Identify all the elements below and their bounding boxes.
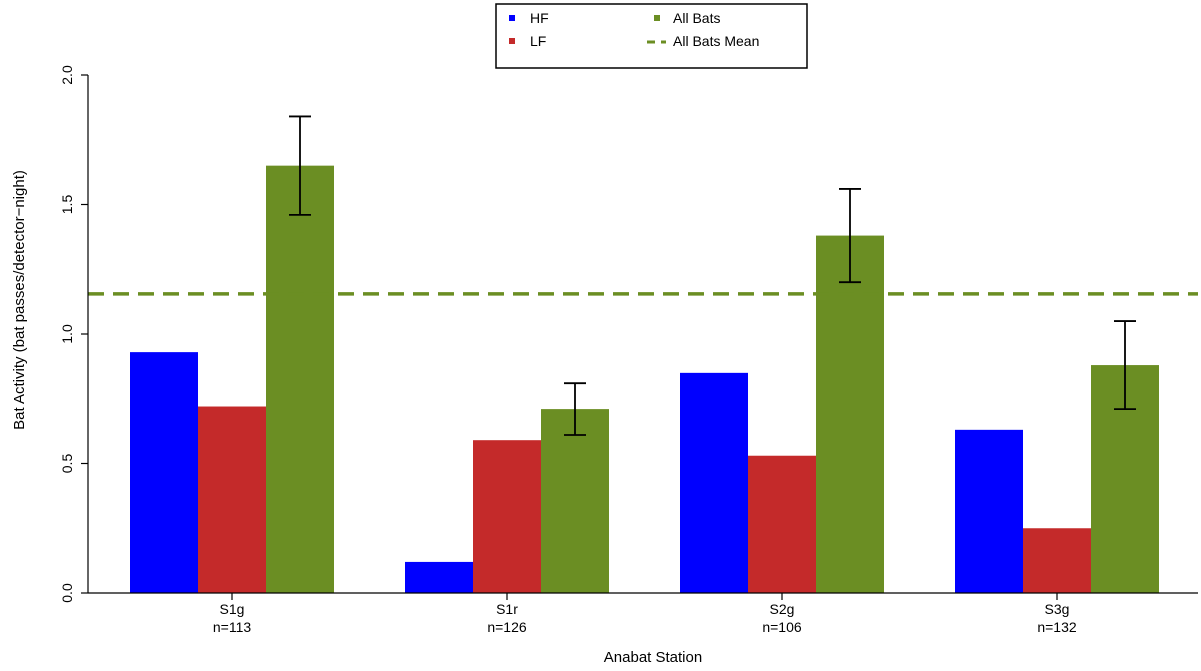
legend-hf-label: HF <box>530 10 549 26</box>
x-tick-sublabel: n=132 <box>1037 619 1077 635</box>
x-tick-label: S3g <box>1045 601 1070 617</box>
bar-hf-s3g <box>955 429 1023 593</box>
bar-lf-s2g <box>748 455 816 593</box>
x-tick-label: S2g <box>770 601 795 617</box>
y-ticks: 0.0 0.5 1.0 1.5 2.0 <box>59 65 88 603</box>
y-tick-label: 1.5 <box>59 195 75 215</box>
y-tick-label: 0.0 <box>59 583 75 603</box>
bars-layer <box>130 165 1159 593</box>
x-tick-sublabel: n=126 <box>487 619 527 635</box>
y-axis-label: Bat Activity (bat passes/detector−night) <box>11 170 28 430</box>
error-bar-s2g <box>839 188 861 284</box>
y-tick-label: 0.5 <box>59 454 75 474</box>
x-tick-sublabel: n=113 <box>213 619 251 635</box>
bar-hf-s1g <box>130 352 198 593</box>
bar-hf-s2g <box>680 372 748 593</box>
legend-lf-swatch <box>509 38 515 44</box>
legend-box <box>495 3 808 69</box>
bar-hf-s1r <box>405 561 473 593</box>
error-bar-s3g <box>1114 320 1136 411</box>
bar-all-bats-s2g <box>816 235 884 593</box>
error-bar-s1r <box>564 382 586 436</box>
bar-all-bats-s1r <box>541 409 609 593</box>
y-tick-label: 1.0 <box>59 324 75 344</box>
bar-lf-s1g <box>198 406 266 593</box>
y-tick-label: 2.0 <box>59 65 75 85</box>
x-ticks: S1g n=113 S1r n=126 S2g n=106 S3g n=132 <box>213 593 1077 635</box>
bar-all-bats-s1g <box>266 165 334 593</box>
legend: HF LF All Bats All Bats Mean <box>495 3 808 69</box>
bar-lf-s3g <box>1023 528 1091 593</box>
legend-hf-swatch <box>509 15 515 21</box>
x-tick-label: S1r <box>496 601 518 617</box>
legend-lf-label: LF <box>530 33 546 49</box>
error-bar-s1g <box>289 115 311 216</box>
error-bars-layer <box>289 115 1136 436</box>
legend-allbats-swatch <box>654 15 660 21</box>
bar-lf-s1r <box>473 440 541 593</box>
x-tick-label: S1g <box>220 601 245 617</box>
x-axis-label: Anabat Station <box>604 649 702 666</box>
x-tick-sublabel: n=106 <box>762 619 802 635</box>
legend-allbats-label: All Bats <box>673 10 720 26</box>
legend-mean-label: All Bats Mean <box>673 33 759 49</box>
